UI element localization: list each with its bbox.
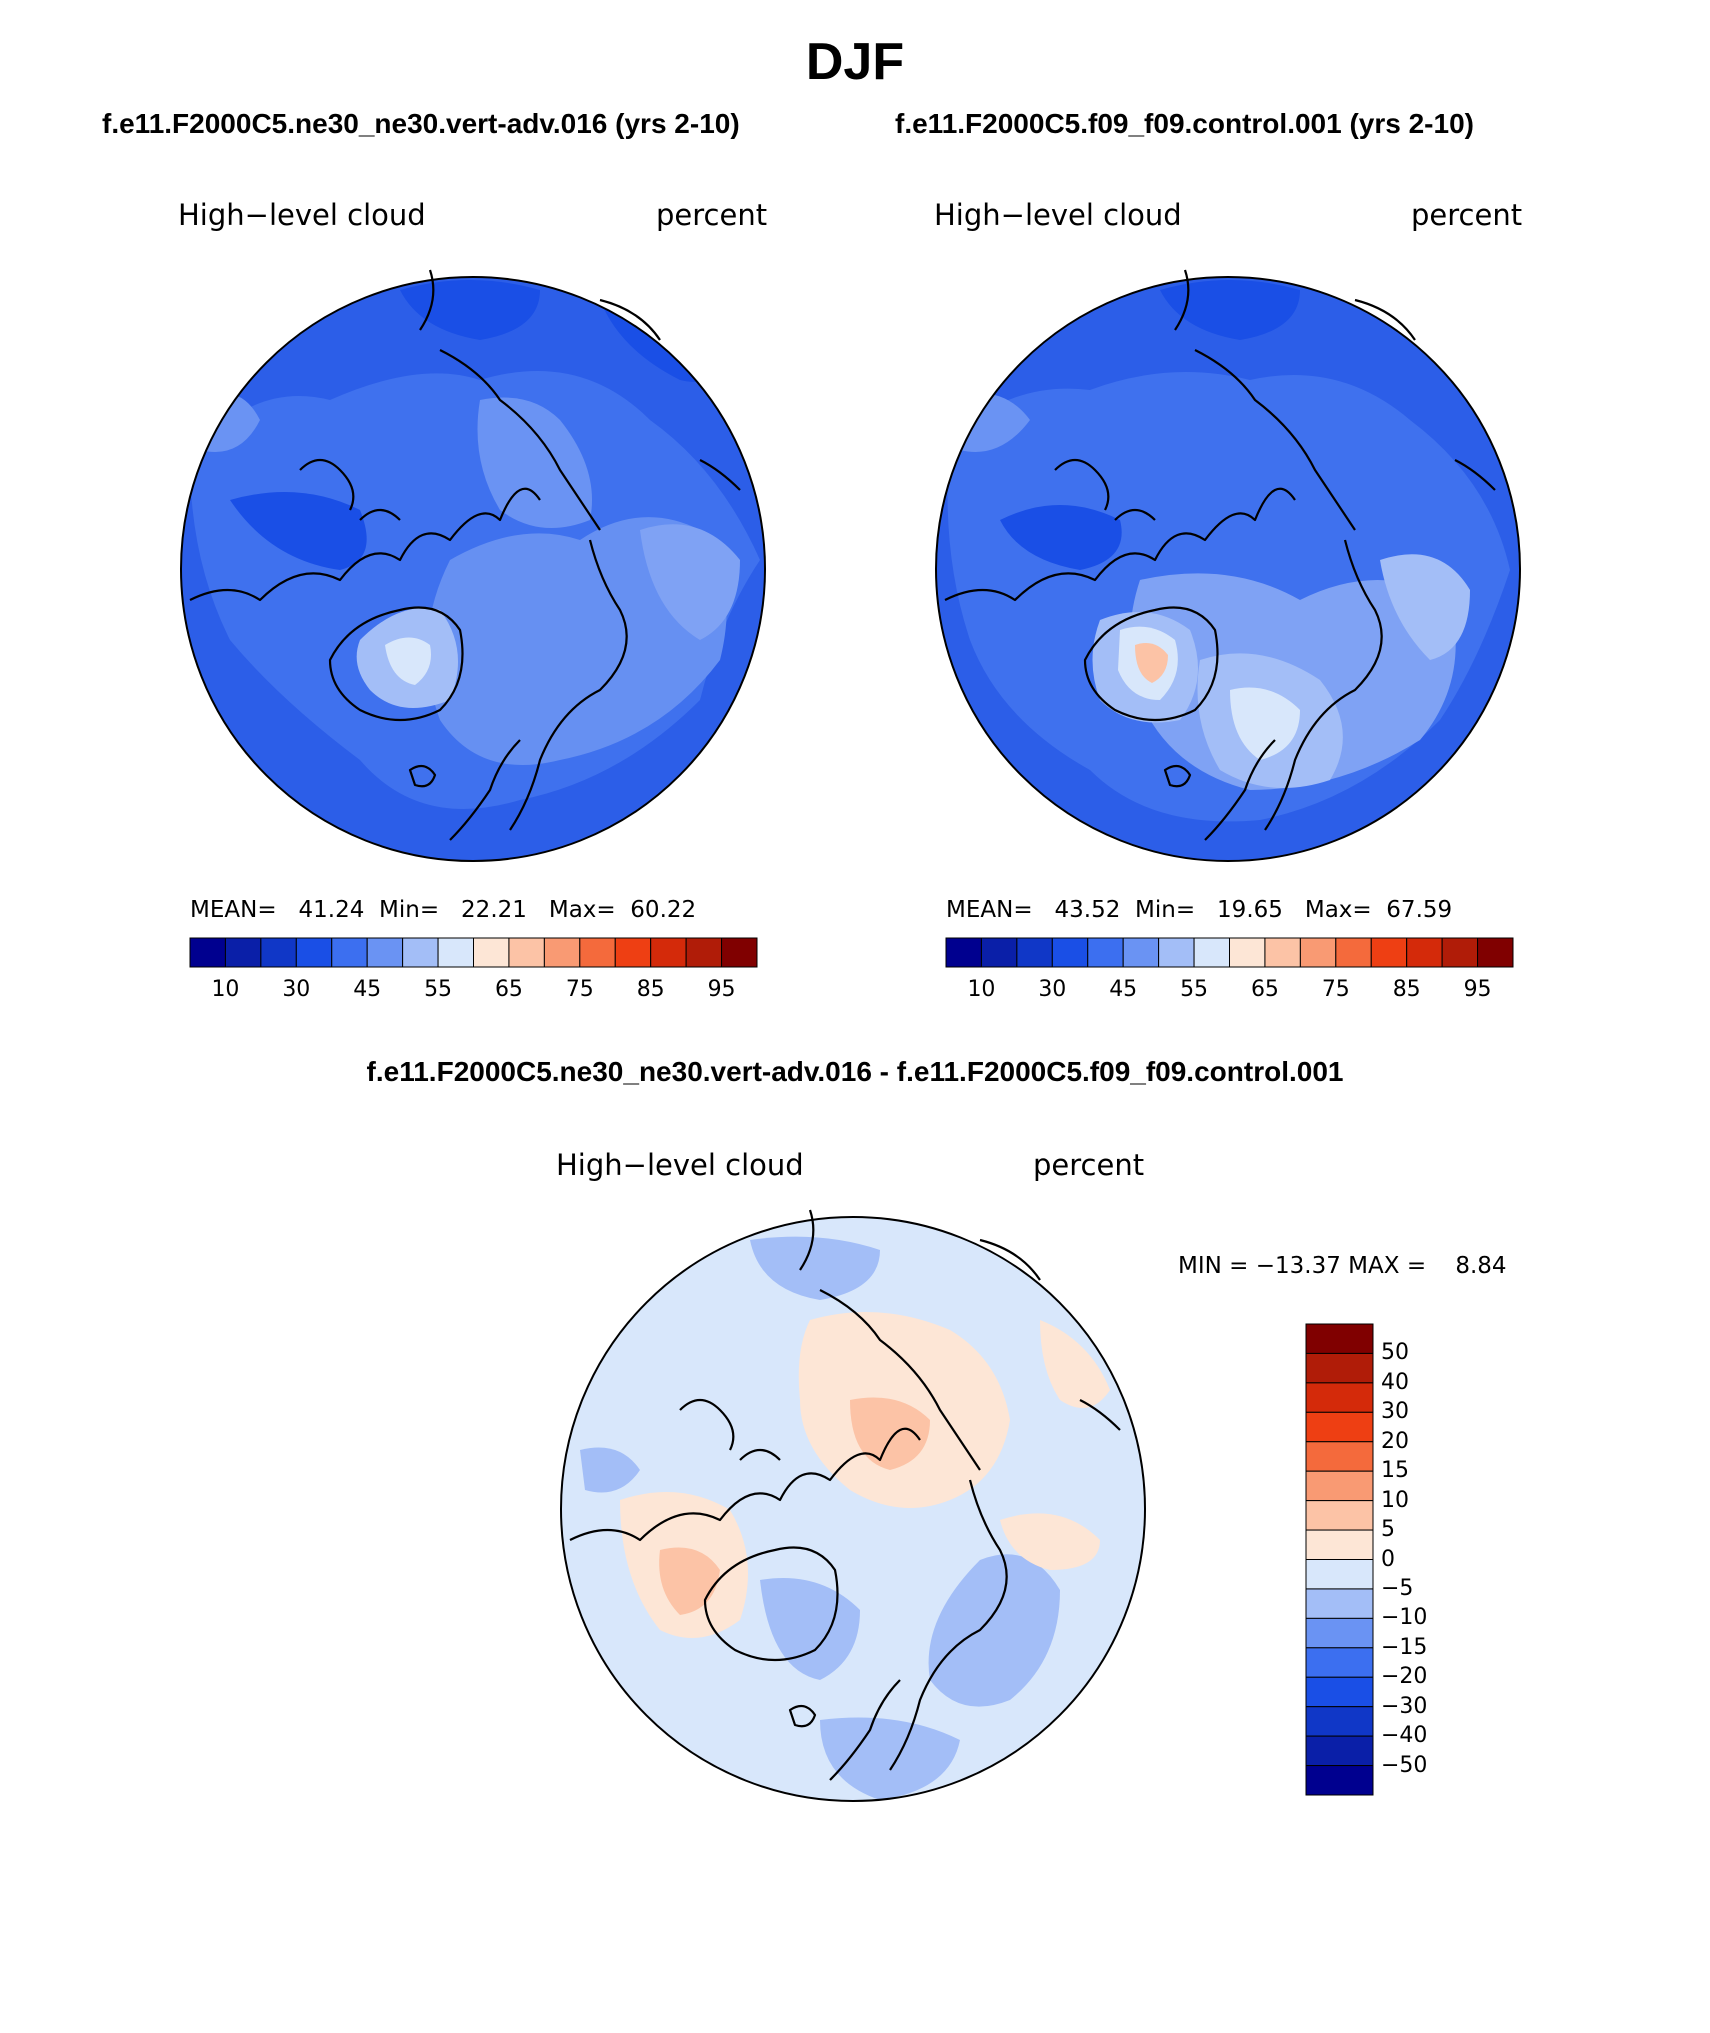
- diff-colorbar-swatch: [1305, 1559, 1374, 1590]
- right-colorbar: [945, 937, 1514, 968]
- diff-colorbar: [1305, 1323, 1374, 1796]
- diff-colorbar-swatch: [1305, 1676, 1374, 1708]
- diff-colorbar-tick-label: −30: [1381, 1693, 1428, 1719]
- right-colorbar-tick-label: 65: [1250, 977, 1279, 1002]
- diff-colorbar-swatch: [1305, 1411, 1374, 1443]
- diff-colorbar-swatch: [1305, 1706, 1374, 1737]
- left-case-title: f.e11.F2000C5.ne30_ne30.vert-adv.016 (yr…: [102, 108, 740, 139]
- right-colorbar-swatch: [1335, 937, 1372, 968]
- left-colorbar-swatch: [721, 937, 758, 968]
- right-colorbar-swatch: [1229, 937, 1266, 968]
- left-colorbar-swatch: [295, 937, 333, 968]
- right-colorbar-tick-label: 45: [1109, 977, 1138, 1002]
- diff-colorbar-swatch: [1305, 1382, 1374, 1413]
- diff-colorbar-swatch: [1305, 1470, 1374, 1502]
- diff-variable-label: High−level cloud: [556, 1148, 804, 1182]
- right-colorbar-tick-label: 10: [967, 977, 996, 1002]
- diff-units-label: percent: [1033, 1148, 1145, 1182]
- left-colorbar-swatch: [508, 937, 545, 968]
- left-colorbar: [189, 937, 758, 968]
- right-polar-map: [935, 269, 1521, 862]
- left-stats: MEAN= 41.24 Min= 22.21 Max= 60.22: [190, 897, 697, 923]
- right-colorbar-tick-label: 95: [1463, 977, 1492, 1002]
- left-colorbar-tick-label: 30: [282, 977, 311, 1002]
- right-colorbar-swatch: [1193, 937, 1230, 968]
- diff-stats: MIN = −13.37 MAX = 8.84: [1178, 1253, 1507, 1279]
- left-colorbar-swatch: [189, 937, 226, 968]
- right-colorbar-tick-label: 85: [1392, 977, 1421, 1002]
- diff-colorbar-tick-label: −20: [1381, 1664, 1428, 1690]
- left-colorbar-swatch: [331, 937, 368, 968]
- diff-colorbar-swatch: [1305, 1735, 1374, 1767]
- diff-colorbar-tick-label: 30: [1381, 1399, 1409, 1425]
- left-colorbar-tick-label: 95: [707, 977, 736, 1002]
- diff-colorbar-swatch: [1305, 1647, 1374, 1678]
- left-colorbar-swatch: [579, 937, 616, 968]
- right-colorbar-swatch: [1441, 937, 1479, 968]
- right-colorbar-swatch: [1158, 937, 1195, 968]
- diff-colorbar-tick-label: 20: [1381, 1428, 1409, 1454]
- diff-colorbar-tick-label: 50: [1381, 1340, 1409, 1366]
- difference-polar-map: [560, 1209, 1146, 1802]
- diff-case-title: f.e11.F2000C5.ne30_ne30.vert-adv.016 - f…: [366, 1056, 1344, 1087]
- left-colorbar-tick-label: 85: [636, 977, 665, 1002]
- right-colorbar-swatch: [980, 937, 1018, 968]
- right-units-label: percent: [1411, 198, 1523, 232]
- figure-title: DJF: [805, 33, 905, 91]
- left-colorbar-swatch: [543, 937, 581, 968]
- right-colorbar-swatch: [945, 937, 982, 968]
- diff-colorbar-tick-label: 10: [1381, 1487, 1409, 1513]
- diff-colorbar-tick-label: 40: [1381, 1369, 1409, 1395]
- left-colorbar-swatch: [366, 937, 404, 968]
- diff-colorbar-swatch: [1305, 1441, 1374, 1472]
- left-colorbar-tick-label: 75: [565, 977, 594, 1002]
- diff-colorbar-tick-label: 5: [1381, 1517, 1395, 1543]
- right-colorbar-tick-label: 75: [1321, 977, 1350, 1002]
- diff-colorbar-swatch: [1305, 1617, 1374, 1649]
- diff-colorbar-tick-label: −5: [1381, 1575, 1414, 1601]
- right-colorbar-swatch: [1016, 937, 1053, 968]
- right-case-title: f.e11.F2000C5.f09_f09.control.001 (yrs 2…: [895, 108, 1474, 139]
- right-colorbar-swatch: [1122, 937, 1160, 968]
- right-colorbar-swatch: [1299, 937, 1337, 968]
- left-colorbar-tick-label: 65: [494, 977, 523, 1002]
- right-colorbar-swatch: [1087, 937, 1124, 968]
- right-colorbar-tick-label: 30: [1038, 977, 1067, 1002]
- diff-colorbar-swatch: [1305, 1765, 1374, 1796]
- diff-colorbar-swatch: [1305, 1529, 1374, 1560]
- diff-colorbar-tick-label: 15: [1381, 1458, 1409, 1484]
- left-units-label: percent: [656, 198, 768, 232]
- diff-colorbar-tick-label: −10: [1381, 1605, 1428, 1631]
- diff-colorbar-tick-label: −15: [1381, 1634, 1428, 1660]
- left-colorbar-swatch: [473, 937, 510, 968]
- left-colorbar-tick-label: 45: [353, 977, 382, 1002]
- diff-colorbar-swatch: [1305, 1500, 1374, 1531]
- left-colorbar-swatch: [402, 937, 439, 968]
- left-polar-map: [180, 269, 766, 862]
- right-colorbar-swatch: [1406, 937, 1443, 968]
- left-colorbar-swatch: [224, 937, 262, 968]
- diff-colorbar-swatch: [1305, 1588, 1374, 1619]
- left-variable-label: High−level cloud: [178, 198, 426, 232]
- right-colorbar-swatch: [1264, 937, 1301, 968]
- left-colorbar-swatch: [650, 937, 687, 968]
- right-colorbar-swatch: [1370, 937, 1408, 968]
- right-colorbar-swatch: [1477, 937, 1514, 968]
- left-colorbar-swatch: [260, 937, 297, 968]
- left-colorbar-tick-label: 10: [211, 977, 240, 1002]
- diff-colorbar-tick-label: 0: [1381, 1546, 1395, 1572]
- left-colorbar-swatch: [437, 937, 474, 968]
- right-variable-label: High−level cloud: [934, 198, 1182, 232]
- diff-colorbar-swatch: [1305, 1352, 1374, 1384]
- left-colorbar-swatch: [685, 937, 723, 968]
- diff-colorbar-tick-label: −40: [1381, 1723, 1428, 1749]
- diff-colorbar-tick-label: −50: [1381, 1752, 1428, 1778]
- right-colorbar-swatch: [1051, 937, 1089, 968]
- left-colorbar-swatch: [614, 937, 652, 968]
- right-colorbar-tick-label: 55: [1180, 977, 1209, 1002]
- diff-colorbar-swatch: [1305, 1323, 1374, 1354]
- left-colorbar-tick-label: 55: [424, 977, 453, 1002]
- right-stats: MEAN= 43.52 Min= 19.65 Max= 67.59: [946, 897, 1453, 923]
